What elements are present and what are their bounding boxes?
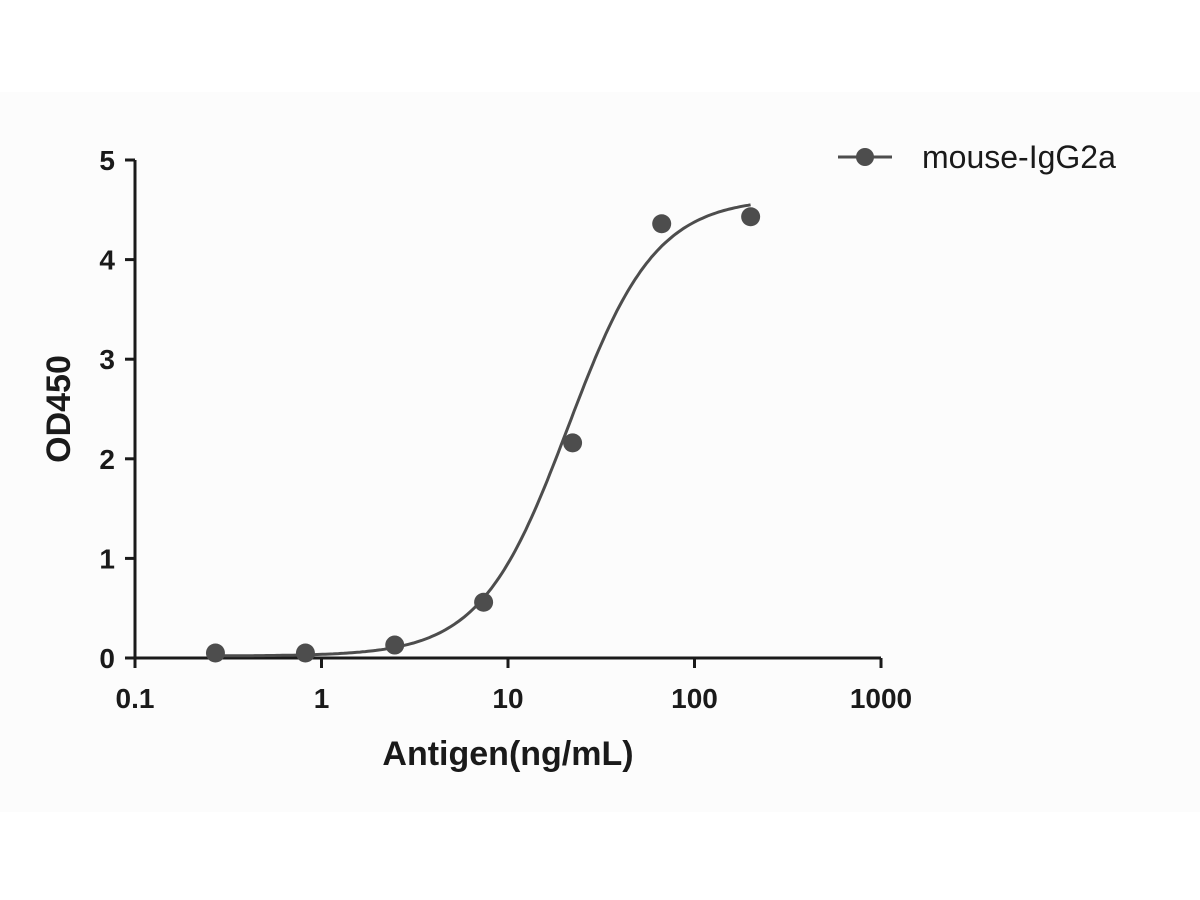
y-axis-title: OD450	[40, 355, 78, 463]
y-tick-label: 5	[99, 145, 115, 176]
x-tick-label: 10	[492, 683, 523, 714]
y-tick-label: 4	[99, 245, 115, 276]
data-point	[741, 207, 761, 227]
legend: mouse-IgG2a	[838, 139, 1116, 175]
data-point	[205, 643, 225, 663]
data-point	[474, 592, 494, 612]
x-tick-label: 1000	[850, 683, 912, 714]
x-ticks: 0.1 1 10 100 1000	[116, 658, 912, 714]
data-point	[295, 643, 315, 663]
y-tick-label: 1	[99, 543, 115, 574]
x-tick-label: 1	[314, 683, 330, 714]
y-tick-label: 2	[99, 444, 115, 475]
data-point	[385, 635, 405, 655]
data-points	[205, 207, 761, 663]
axes: 0 1 2 3 4 5 0.1 1 10 100 1000	[99, 145, 912, 714]
data-point	[563, 433, 583, 453]
x-tick-label: 0.1	[116, 683, 155, 714]
legend-marker	[856, 148, 874, 166]
sigmoid-fit-curve	[215, 203, 751, 658]
data-point	[652, 214, 672, 234]
y-tick-label: 3	[99, 344, 115, 375]
y-tick-label: 0	[99, 643, 115, 674]
x-tick-label: 100	[671, 683, 718, 714]
y-ticks: 0 1 2 3 4 5	[99, 145, 135, 674]
legend-label-mouse-igg2a: mouse-IgG2a	[922, 139, 1116, 175]
plot-panel	[0, 92, 1200, 812]
x-axis-title: Antigen(ng/mL)	[382, 735, 633, 773]
